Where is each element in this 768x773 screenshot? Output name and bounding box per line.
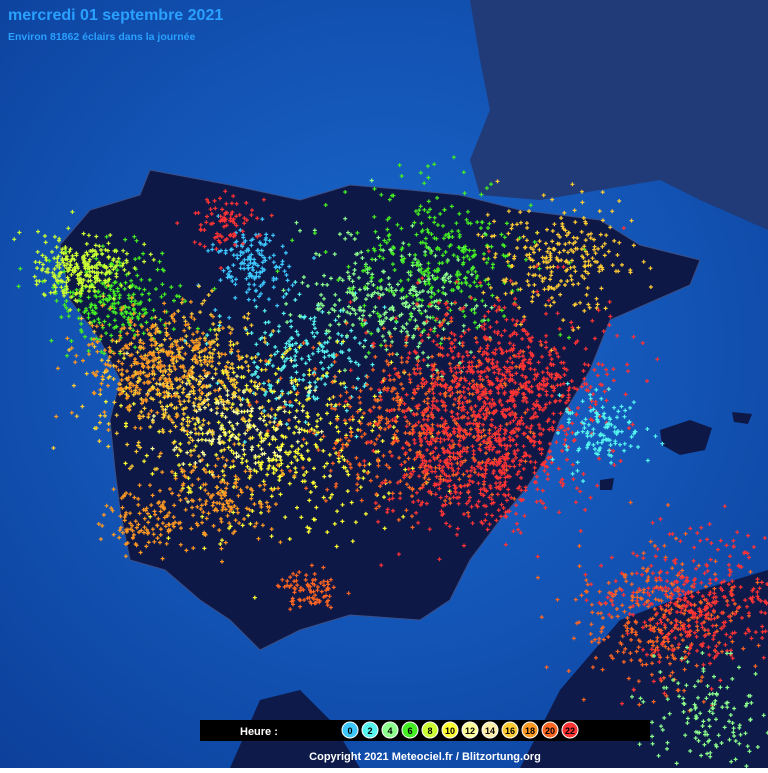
strike-cluster	[476, 179, 653, 353]
strike-cluster	[196, 214, 316, 320]
strike-cluster	[362, 325, 631, 568]
legend-swatch	[401, 721, 419, 739]
legend-hour: 14	[485, 726, 495, 736]
strike-cluster	[144, 442, 297, 564]
legend-swatch	[441, 721, 459, 739]
legend-hour: 6	[407, 726, 412, 736]
strike-cluster	[613, 645, 768, 773]
lightning-strikes	[12, 155, 768, 773]
legend-swatch	[461, 721, 479, 739]
legend-hour: 22	[565, 726, 575, 736]
strike-cluster	[54, 295, 274, 434]
legend-hour: 4	[387, 726, 392, 736]
strike-cluster	[550, 381, 665, 484]
strike-cluster	[96, 467, 208, 561]
france	[470, 0, 768, 230]
legend-hour: 2	[367, 726, 372, 736]
legend-hour: 0	[347, 726, 352, 736]
strike-cluster	[535, 500, 761, 713]
title: mercredi 01 septembre 2021	[8, 7, 223, 24]
mallorca	[660, 420, 712, 455]
menorca	[732, 412, 752, 424]
ibiza	[600, 478, 614, 490]
legend-hour: 20	[545, 726, 555, 736]
legend-swatch	[361, 721, 379, 739]
legend-swatch	[381, 721, 399, 739]
strike-cluster	[275, 155, 587, 355]
legend-swatch	[481, 721, 499, 739]
legend-hour: 8	[427, 726, 432, 736]
legend-label: Heure :	[240, 726, 278, 738]
legend-swatch	[561, 721, 579, 739]
copyright: Copyright 2021 Meteociel.fr / Blitzortun…	[309, 751, 541, 763]
strike-cluster	[175, 189, 274, 271]
legend-swatch	[521, 721, 539, 739]
strike-cluster	[12, 209, 156, 312]
legend-hour: 10	[445, 726, 455, 736]
strike-cluster	[275, 563, 351, 612]
legend-swatch	[541, 721, 559, 739]
legend-swatch	[501, 721, 519, 739]
legend-hour: 18	[525, 726, 535, 736]
strike-cluster	[578, 495, 768, 708]
legend-hour: 12	[465, 726, 475, 736]
legend-items: 0 2 4 6 8 10 12 14 16 18 20 22	[341, 721, 579, 739]
subtitle: Environ 81862 éclairs dans la journée	[8, 31, 195, 43]
legend-swatch	[341, 721, 359, 739]
legend-hour: 16	[505, 726, 515, 736]
legend-swatch	[421, 721, 439, 739]
